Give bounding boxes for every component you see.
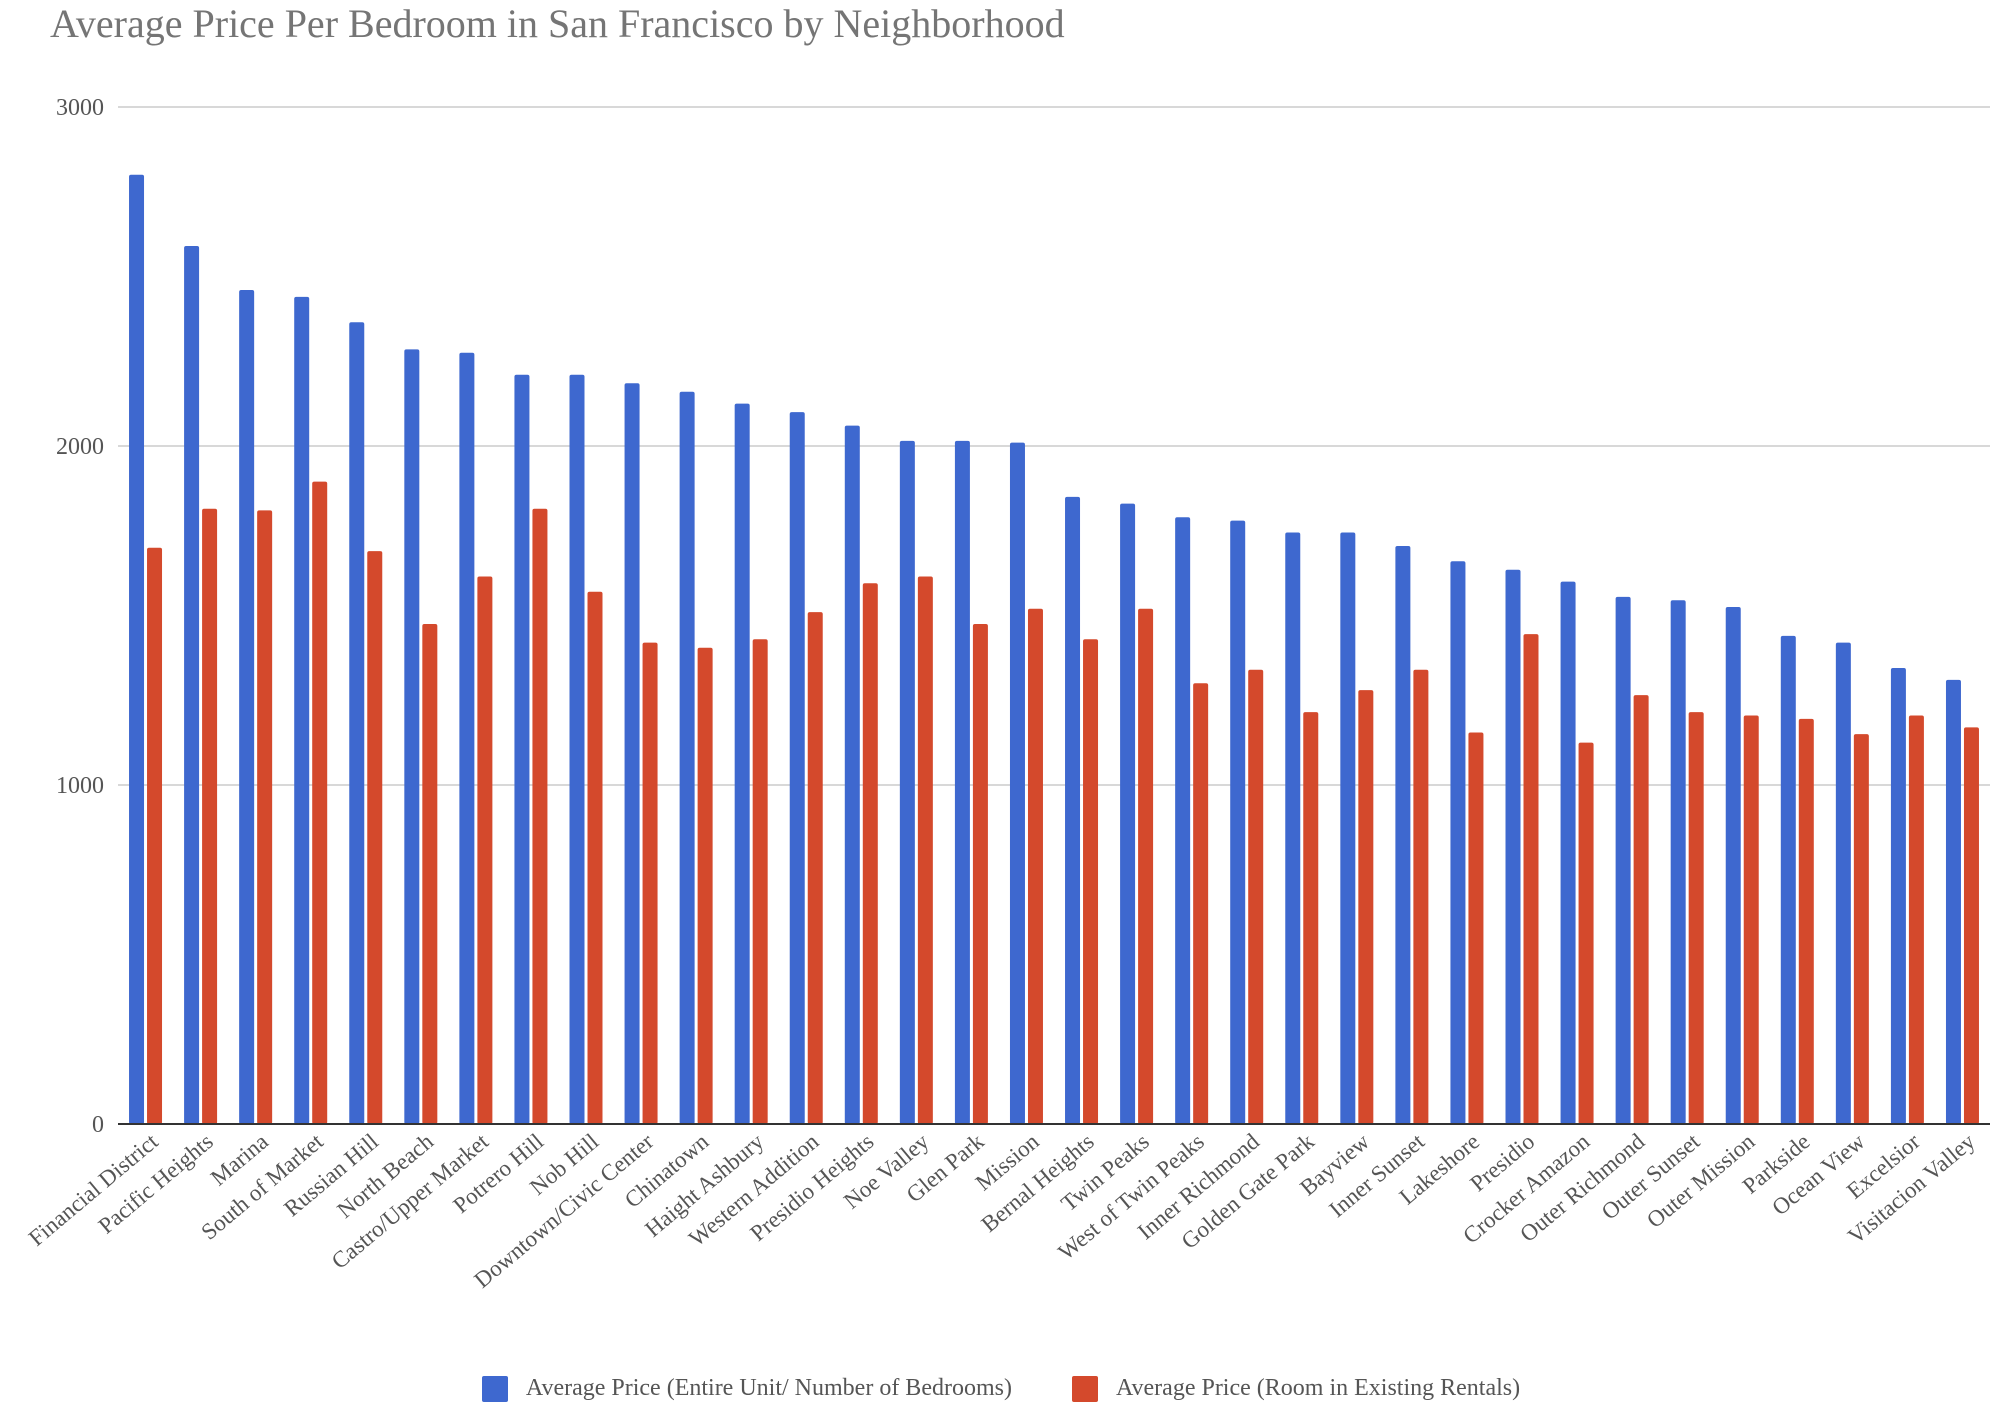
legend-item-entire-unit: Average Price (Entire Unit/ Number of Be… [481,1375,1012,1402]
bar-room [1083,639,1099,1124]
bar-room [1358,690,1374,1124]
bar-room [1523,634,1539,1124]
bar-room [972,623,988,1124]
legend-swatch-entire-unit [481,1375,508,1402]
bar-room [1743,715,1759,1124]
y-tick-label: 3000 [56,95,104,121]
bar-room [1633,695,1649,1124]
bar-room [1468,732,1484,1124]
bar-room [1027,608,1043,1124]
bar-entire-unit [954,440,970,1124]
y-tick-label: 2000 [56,434,104,460]
bar-entire-unit [679,391,695,1124]
bar-room [367,551,383,1124]
bar-entire-unit [1395,546,1411,1124]
bar-entire-unit [1835,642,1851,1124]
bar-room [917,576,933,1124]
bar-entire-unit [1175,517,1191,1124]
bar-entire-unit [1065,496,1081,1125]
bar-entire-unit [1505,569,1521,1124]
bar-entire-unit [1560,581,1576,1124]
legend-label-room: Average Price (Room in Existing Rentals) [1115,1375,1521,1401]
bar-entire-unit [514,374,530,1124]
bar-room [1853,734,1869,1124]
bar-room [1688,712,1704,1124]
bar-room [532,508,548,1125]
bar-room [1303,712,1319,1124]
chart-title: Average Price Per Bedroom in San Francis… [50,1,1065,46]
bar-entire-unit [1340,532,1356,1124]
bar-room [587,591,603,1124]
bar-room [862,583,878,1124]
bar-room [1963,727,1979,1124]
bar-room [202,508,218,1125]
legend: Average Price (Entire Unit/ Number of Be… [0,1375,2002,1402]
bar-room [147,547,163,1124]
y-tick-label: 1000 [56,773,104,799]
bar-entire-unit [624,383,640,1124]
bar-entire-unit [734,403,750,1124]
bar-entire-unit [1615,596,1631,1124]
bar-room [1908,715,1924,1124]
bar-entire-unit [184,245,200,1125]
bar-entire-unit [404,349,420,1124]
bar-entire-unit [129,174,145,1125]
bar-room [477,576,493,1124]
bar-room [1138,608,1154,1124]
bar-entire-unit [1945,679,1961,1124]
bar-entire-unit [1009,442,1025,1124]
bar-entire-unit [569,374,585,1124]
bar-entire-unit [1890,668,1906,1124]
bar-entire-unit [1450,561,1466,1124]
bar-room [1248,669,1264,1124]
bar-room [642,642,658,1124]
bar-entire-unit [1670,600,1686,1124]
bar-entire-unit [844,425,860,1124]
bar-room [257,510,273,1124]
bar-room [1193,683,1209,1124]
bar-entire-unit [1230,520,1246,1124]
bar-room [422,623,438,1124]
bar-room [807,612,823,1124]
bar-entire-unit [1780,635,1796,1124]
bar-entire-unit [1120,503,1136,1124]
bar-room [1413,669,1429,1124]
bar-entire-unit [459,352,475,1124]
bar-entire-unit [349,322,365,1124]
bar-entire-unit [294,296,310,1125]
bar-room [697,647,713,1124]
bar-room [312,481,328,1125]
bar-entire-unit [789,412,805,1125]
bar-entire-unit [1285,532,1301,1124]
bar-entire-unit [1725,607,1741,1124]
legend-item-room: Average Price (Room in Existing Rentals) [1071,1375,1521,1402]
bar-room [1798,718,1814,1124]
bar-entire-unit [239,290,255,1124]
bar-room [752,639,768,1124]
legend-label-entire-unit: Average Price (Entire Unit/ Number of Be… [525,1375,1012,1401]
legend-swatch-room [1071,1375,1098,1402]
y-tick-label: 0 [92,1112,104,1138]
bar-entire-unit [899,440,915,1124]
bar-room [1578,742,1594,1124]
